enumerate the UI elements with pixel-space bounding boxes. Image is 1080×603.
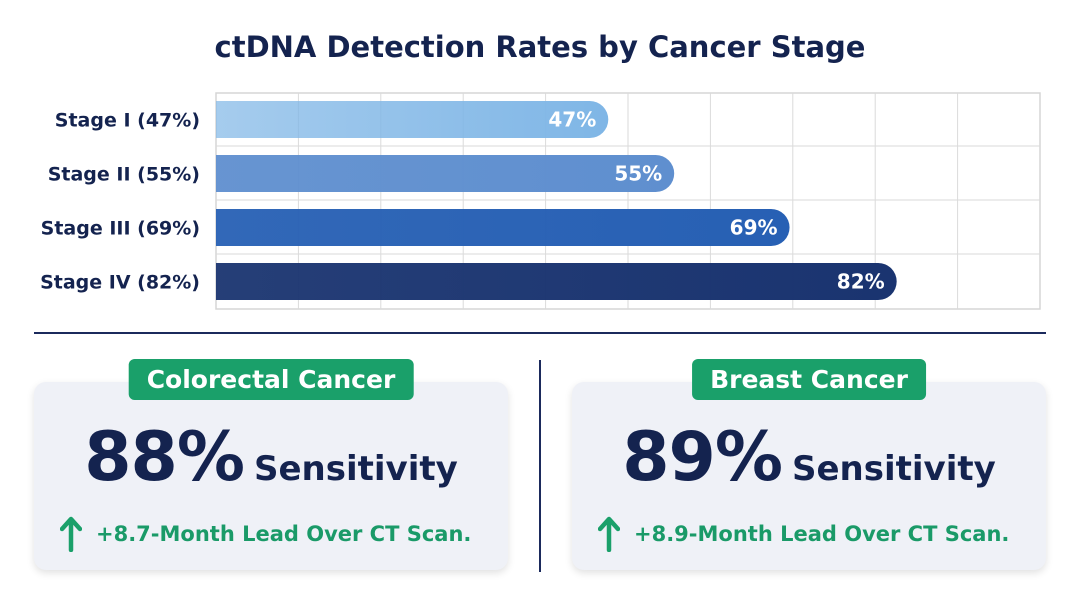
colorectal-card: Colorectal Cancer 88% Sensitivity +8.7-Mo…: [34, 359, 508, 570]
sensitivity-label: Sensitivity: [253, 449, 458, 489]
card-badge: Breast Cancer: [692, 359, 926, 400]
arrow-up-icon: [598, 516, 620, 552]
card-badge: Colorectal Cancer: [128, 359, 414, 400]
sensitivity-value: 88%: [84, 418, 245, 497]
lead-time-text: +8.7-Month Lead Over CT Scan.: [96, 522, 472, 546]
chart-title: ctDNA Detection Rates by Cancer Stage: [214, 30, 866, 64]
category-label: Stage II (55%): [48, 164, 200, 186]
bar: [216, 263, 897, 300]
bar-data-label: 69%: [730, 216, 778, 240]
bar-data-label: 82%: [837, 270, 885, 294]
bar: [216, 155, 675, 192]
bar-data-label: 47%: [548, 108, 596, 132]
category-label: Stage IV (82%): [40, 272, 200, 294]
sensitivity-value: 89%: [622, 418, 783, 497]
horizontal-divider: [34, 332, 1046, 334]
sensitivity-label: Sensitivity: [791, 449, 996, 489]
vertical-divider: [539, 360, 541, 572]
arrow-up-icon: [60, 516, 82, 552]
lead-time-text: +8.9-Month Lead Over CT Scan.: [634, 522, 1010, 546]
bar-data-label: 55%: [614, 162, 662, 186]
bar-chart: 47% Stage I (47%) 55% Stage II (55%) 69% Stag…: [40, 92, 1041, 310]
category-label: Stage I (47%): [55, 110, 200, 132]
breast-card: Breast Cancer 89% Sensitivity +8.9-Month …: [572, 359, 1046, 570]
bar: [216, 209, 790, 246]
category-label: Stage III (69%): [41, 218, 200, 240]
bar: [216, 101, 609, 138]
